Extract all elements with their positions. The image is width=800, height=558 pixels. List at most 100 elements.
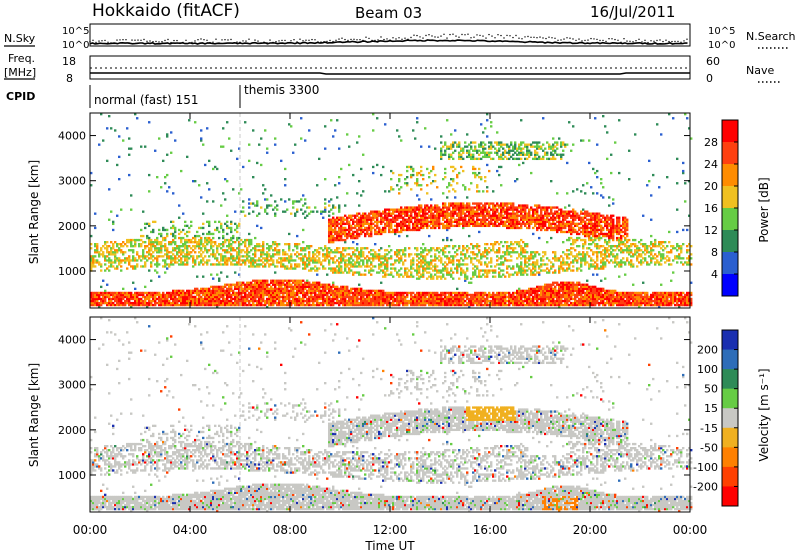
power-cell (128, 174, 130, 176)
power-cell (382, 261, 384, 263)
nsearch-dot (452, 34, 453, 35)
power-cell (366, 263, 368, 265)
power-cell (398, 276, 400, 278)
power-cell (374, 265, 376, 267)
power-cell (120, 300, 122, 302)
nsearch-dot (314, 39, 315, 40)
power-cell (304, 202, 306, 204)
power-cell (368, 296, 370, 298)
power-cell (266, 213, 268, 215)
power-cell (466, 245, 468, 247)
freq-tick-bottom: 8 (66, 72, 73, 85)
power-cell (318, 257, 320, 259)
power-cell (218, 245, 220, 247)
nsearch-dot (371, 40, 372, 41)
power-cell (164, 243, 166, 245)
power-cell (226, 249, 228, 251)
nsearch-dot (236, 41, 237, 42)
power-cell (258, 243, 260, 245)
power-cell (140, 146, 142, 148)
power-cell (320, 213, 322, 215)
power-cell (210, 274, 212, 276)
power-cell (332, 235, 334, 237)
power-cell (488, 154, 490, 156)
power-cell (382, 166, 384, 168)
nsearch-dot (644, 40, 645, 41)
power-cell (180, 257, 182, 259)
power-cell (146, 245, 148, 247)
power-cell (346, 192, 348, 194)
power-cell (356, 249, 358, 251)
power-cell (420, 166, 422, 168)
nsearch-dot (611, 38, 612, 39)
power-cell (218, 237, 220, 239)
power-cell (440, 271, 442, 273)
power-cell (330, 233, 332, 235)
power-cell (166, 235, 168, 237)
power-cell (246, 247, 248, 249)
power-cell (174, 296, 176, 298)
power-cell (458, 247, 460, 249)
power-cell (452, 271, 454, 273)
power-cell (458, 261, 460, 263)
power-cell (336, 298, 338, 300)
power-cell (308, 255, 310, 257)
power-cell (230, 253, 232, 255)
power-cell (386, 261, 388, 263)
power-cell (186, 259, 188, 261)
power-cell (196, 257, 198, 259)
power-cell (324, 206, 326, 208)
power-cell (336, 259, 338, 261)
power-cell (214, 253, 216, 255)
power-cell (452, 166, 454, 168)
power-cell (452, 188, 454, 190)
power-cell (122, 298, 124, 300)
power-cell (410, 176, 412, 178)
power-cell (392, 296, 394, 298)
power-cell (362, 296, 364, 298)
power-cell (420, 184, 422, 186)
power-cell (94, 213, 96, 215)
nsearch-dot (221, 39, 222, 40)
power-cell (276, 204, 278, 206)
power-cell (364, 235, 366, 237)
power-cell (190, 247, 192, 249)
nsearch-dot (290, 40, 291, 41)
power-cell (230, 227, 232, 229)
power-cell (262, 261, 264, 263)
power-cell (438, 247, 440, 249)
power-cell (144, 300, 146, 302)
power-cell (336, 286, 338, 288)
power-cell (136, 265, 138, 267)
power-cell (452, 217, 454, 219)
power-cell (194, 180, 196, 182)
power-cell (156, 176, 158, 178)
nsearch-dot (500, 35, 501, 36)
power-cell (242, 206, 244, 208)
nsearch-dot (155, 41, 156, 42)
power-cell (164, 239, 166, 241)
power-cell (416, 249, 418, 251)
power-cell (380, 233, 382, 235)
power-cell (292, 249, 294, 251)
power-cell (168, 300, 170, 302)
power-cell (426, 204, 428, 206)
nsearch-dot (569, 38, 570, 39)
power-cell (286, 253, 288, 255)
power-cell (366, 261, 368, 263)
power-cell (386, 253, 388, 255)
power-cell (276, 245, 278, 247)
power-cell (444, 144, 446, 146)
power-cell (302, 280, 304, 282)
power-cell (208, 231, 210, 233)
power-cell (112, 265, 114, 267)
power-cell (194, 296, 196, 298)
power-cell (182, 213, 184, 215)
nsearch-dot (374, 40, 375, 41)
nsearch-dot (596, 39, 597, 40)
power-cell (158, 263, 160, 265)
power-cell (228, 292, 230, 294)
power-cell (248, 206, 250, 208)
nsearch-dot (383, 39, 384, 40)
power-cell (426, 168, 428, 170)
